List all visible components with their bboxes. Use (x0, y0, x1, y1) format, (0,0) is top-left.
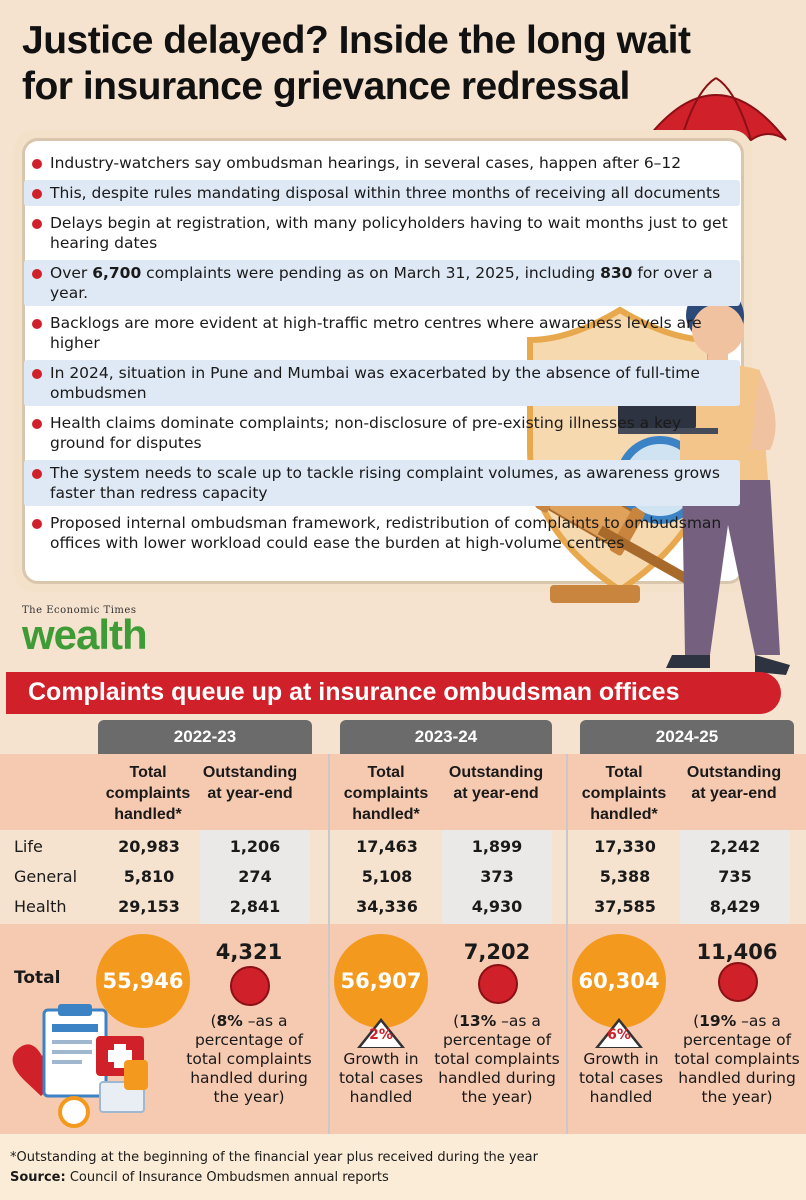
growth-triangle-inner (599, 1022, 639, 1047)
cell-value: 20,983 (118, 837, 180, 856)
cell-value: 373 (480, 867, 514, 886)
cell-value: 735 (718, 867, 752, 886)
cell-value: 1,899 (471, 837, 523, 856)
page-title: Justice delayed? Inside the long wait fo… (22, 19, 691, 108)
table-row: Life 20,983 1,206 17,463 1,899 17,330 2,… (0, 832, 806, 862)
cell-value: 2,841 (229, 897, 281, 916)
et-wealth-logo: The Economic Times wealth (22, 605, 148, 658)
growth-triangle-inner (361, 1022, 401, 1047)
bullet-dot-icon (32, 269, 42, 279)
outstanding-shade (680, 830, 790, 924)
section-banner: Complaints queue up at insurance ombudsm… (6, 672, 781, 714)
cell-value: 274 (238, 867, 272, 886)
bullet-item: In 2024, situation in Pune and Mumbai wa… (24, 360, 740, 406)
col-header-outstanding: Outstanding at year-end (686, 764, 782, 802)
bullet-dot-icon (32, 519, 42, 529)
section-title: Complaints queue up at insurance ombudsm… (28, 678, 680, 706)
col-header-total: Total complaints handled* (581, 764, 667, 823)
growth-text: Growth in total cases handled (578, 1050, 664, 1106)
cell-value: 5,810 (123, 867, 175, 886)
logo-main-text: wealth (22, 611, 148, 658)
person-illustration (618, 286, 790, 675)
outstanding-dot-icon (718, 962, 758, 1002)
bullet-dot-icon (32, 219, 42, 229)
column-header-row: Total complaints handled* Outstanding at… (0, 754, 806, 830)
bullet-dot-icon (32, 419, 42, 429)
row-label: General (14, 867, 78, 886)
total-circle: 60,304 (572, 934, 666, 1028)
bullet-item: The system needs to scale up to tackle r… (24, 460, 740, 506)
footnote: *Outstanding at the beginning of the fin… (10, 1150, 538, 1165)
col-header-outstanding: Outstanding at year-end (202, 764, 298, 802)
cell-value: 2,242 (709, 837, 761, 856)
table-row: Health 29,153 2,841 34,336 4,930 37,585 … (0, 892, 806, 922)
row-label: Health (14, 897, 67, 916)
outstanding-total: 4,321 (215, 940, 283, 964)
bullet-item: Health claims dominate complaints; non-d… (24, 410, 740, 456)
outstanding-total: 11,406 (696, 940, 778, 964)
cell-value: 29,153 (118, 897, 180, 916)
cell-value: 5,388 (599, 867, 651, 886)
cell-value: 4,930 (471, 897, 523, 916)
medical-illustration (12, 1004, 148, 1128)
cell-value: 17,463 (356, 837, 418, 856)
bullet-dot-icon (32, 189, 42, 199)
bullet-item: This, despite rules mandating disposal w… (24, 180, 740, 206)
cell-value: 37,585 (594, 897, 656, 916)
cell-value: 17,330 (594, 837, 656, 856)
bullet-dot-icon (32, 319, 42, 329)
cell-value: 34,336 (356, 897, 418, 916)
outstanding-percentage: (8% –as a percentage of total complaints… (186, 1012, 312, 1106)
bullet-item: Over 6,700 complaints were pending as on… (24, 260, 740, 306)
year-header: 2023-24 (340, 720, 552, 754)
bullet-dot-icon (32, 159, 42, 169)
footer (0, 1134, 806, 1200)
col-header-outstanding: Outstanding at year-end (448, 764, 544, 802)
outstanding-percentage: (19% –as a percentage of total complaint… (674, 1012, 800, 1106)
logo-top-text: The Economic Times (22, 605, 137, 616)
bullet-item: Industry-watchers say ombudsman hearings… (24, 150, 740, 176)
growth-text: Growth in total cases handled (338, 1050, 424, 1106)
source-line: Source: Council of Insurance Ombudsmen a… (10, 1170, 389, 1185)
col-header-total: Total complaints handled* (105, 764, 191, 823)
total-circle: 56,907 (334, 934, 428, 1028)
outstanding-total: 7,202 (463, 940, 531, 964)
bullet-item: Backlogs are more evident at high-traffi… (24, 310, 740, 356)
bullet-list: Industry-watchers say ombudsman hearings… (24, 150, 740, 560)
cell-value: 5,108 (361, 867, 413, 886)
divider (328, 754, 330, 1134)
bullet-item: Delays begin at registration, with many … (24, 210, 740, 256)
bullet-dot-icon (32, 369, 42, 379)
growth-percent: 6% (607, 1027, 631, 1043)
table-row: General 5,810 274 5,108 373 5,388 735 (0, 862, 806, 892)
growth-percent: 2% (369, 1027, 393, 1043)
total-label: Total (14, 968, 61, 988)
divider (566, 754, 568, 1134)
outstanding-dot-icon (478, 964, 518, 1004)
total-circle: 55,946 (96, 934, 190, 1028)
bullet-item: Proposed internal ombudsman framework, r… (24, 510, 740, 556)
outstanding-shade (200, 830, 310, 924)
row-label: Life (14, 837, 43, 856)
cell-value: 8,429 (709, 897, 761, 916)
outstanding-percentage: (13% –as a percentage of total complaint… (434, 1012, 560, 1106)
bullet-dot-icon (32, 469, 42, 479)
outstanding-shade (442, 830, 552, 924)
outstanding-dot-icon (230, 966, 270, 1006)
year-header: 2022-23 (98, 720, 312, 754)
col-header-total: Total complaints handled* (343, 764, 429, 823)
cell-value: 1,206 (229, 837, 281, 856)
year-header: 2024-25 (580, 720, 794, 754)
